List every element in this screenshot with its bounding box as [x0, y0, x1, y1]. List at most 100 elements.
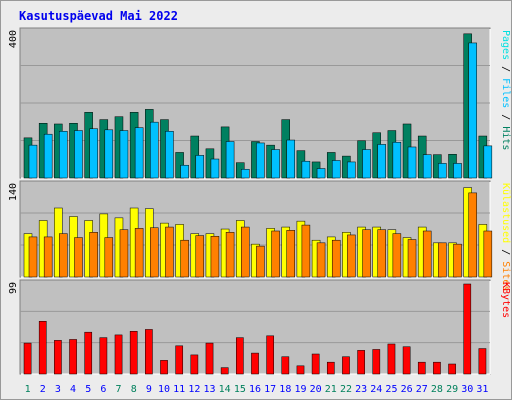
- bar-sites-day-2: [43, 236, 53, 278]
- x-tick-label-day-19: 19: [294, 384, 306, 395]
- bar-files-day-22: [347, 161, 356, 179]
- x-tick-label-day-22: 22: [340, 384, 352, 395]
- x-tick-label-day-11: 11: [173, 384, 185, 395]
- legend-mid-text: Külastused / Sites: [500, 183, 511, 291]
- x-tick-label-day-7: 7: [116, 384, 122, 395]
- bar-kbytes-day-5: [84, 331, 93, 375]
- bar-sites-day-1: [28, 236, 38, 278]
- bar-kbytes-day-29: [448, 363, 456, 375]
- bar-sites-day-12: [195, 235, 205, 278]
- panel-3: 99: [8, 279, 491, 375]
- bar-sites-day-23: [362, 229, 371, 278]
- bar-kbytes-day-1: [23, 342, 32, 375]
- bar-files-day-26: [407, 146, 417, 179]
- bar-kbytes-day-17: [266, 335, 274, 375]
- bar-sites-day-20: [316, 242, 326, 278]
- bar-sites-day-13: [210, 236, 220, 278]
- bar-kbytes-day-21: [326, 361, 335, 375]
- x-tick-label-day-8: 8: [131, 384, 137, 395]
- bar-files-day-7: [119, 130, 129, 179]
- bar-sites-day-18: [286, 230, 295, 278]
- x-tick-label-day-27: 27: [416, 384, 428, 395]
- bar-kbytes-day-16: [251, 352, 259, 375]
- bar-sites-day-24: [377, 229, 386, 278]
- bar-kbytes-day-19: [296, 365, 305, 375]
- panel-1: 400: [8, 27, 493, 179]
- x-tick-label-day-17: 17: [264, 384, 276, 395]
- bar-sites-day-16: [256, 245, 265, 278]
- x-tick-label-day-9: 9: [146, 384, 152, 395]
- bar-files-day-5: [89, 128, 98, 179]
- bar-files-day-3: [59, 131, 68, 179]
- bar-sites-day-3: [59, 233, 68, 278]
- bar-files-day-13: [210, 158, 220, 179]
- bar-kbytes-day-31: [478, 348, 487, 375]
- bar-sites-day-8: [134, 228, 144, 278]
- bar-files-day-31: [483, 145, 493, 179]
- x-tick-label-day-16: 16: [249, 384, 261, 395]
- legend-bottom-text: KBytes: [500, 282, 511, 318]
- bar-kbytes-day-9: [145, 329, 153, 375]
- bar-files-day-23: [362, 149, 371, 179]
- bar-sites-day-5: [89, 232, 98, 278]
- bar-sites-day-10: [165, 226, 174, 278]
- x-tick-label-day-2: 2: [40, 384, 46, 395]
- x-tick-label-day-3: 3: [55, 384, 61, 395]
- x-tick-label-day-1: 1: [25, 384, 31, 395]
- bar-kbytes-day-2: [38, 321, 47, 375]
- x-tick-label-day-29: 29: [446, 384, 458, 395]
- bar-kbytes-day-28: [433, 361, 441, 375]
- legend-bottom-item-0: KBytes: [500, 282, 511, 318]
- bar-files-day-10: [165, 131, 174, 179]
- bar-files-day-28: [438, 163, 447, 179]
- x-tick-label-day-18: 18: [279, 384, 291, 395]
- bar-kbytes-day-10: [160, 360, 168, 375]
- x-tick-label-day-26: 26: [401, 384, 413, 395]
- legend-top-item-0: Pages: [500, 30, 511, 60]
- bar-kbytes-day-26: [402, 346, 411, 375]
- legend-mid-separator: /: [500, 243, 511, 261]
- bar-files-day-6: [104, 129, 114, 179]
- legend-mid: Külastused / Sites: [500, 183, 511, 291]
- bar-kbytes-day-4: [69, 339, 77, 375]
- bar-sites-day-29: [453, 243, 462, 278]
- bar-files-day-20: [316, 168, 326, 179]
- bar-files-day-30: [468, 42, 477, 179]
- bar-files-day-9: [150, 121, 159, 179]
- bar-sites-day-7: [119, 229, 129, 278]
- panel-2: 140: [8, 180, 493, 278]
- bar-files-day-2: [43, 133, 53, 179]
- bar-kbytes-day-20: [311, 353, 320, 375]
- legend-top-separator: /: [500, 60, 511, 78]
- bar-files-day-24: [377, 144, 386, 179]
- bar-kbytes-day-25: [387, 343, 396, 375]
- bar-files-day-25: [392, 141, 402, 179]
- bar-sites-day-6: [104, 237, 114, 278]
- x-tick-label-day-30: 30: [461, 384, 473, 395]
- x-tick-label-day-24: 24: [370, 384, 382, 395]
- x-tick-label-day-5: 5: [85, 384, 91, 395]
- bar-files-day-14: [225, 141, 235, 179]
- bar-sites-day-17: [271, 230, 280, 278]
- bar-sites-day-31: [483, 230, 493, 278]
- bar-files-day-12: [195, 155, 205, 179]
- bar-kbytes-day-12: [190, 354, 199, 375]
- legend-mid-item-1: Sites: [500, 261, 511, 291]
- bar-kbytes-day-30: [463, 283, 472, 375]
- x-tick-label-day-6: 6: [100, 384, 106, 395]
- bar-files-day-4: [74, 130, 83, 179]
- bar-sites-day-15: [241, 226, 250, 278]
- legend-top-separator: /: [500, 108, 511, 126]
- bar-files-day-18: [286, 139, 295, 179]
- bar-kbytes-day-23: [357, 350, 365, 375]
- y-tick-label: 140: [8, 183, 19, 201]
- bar-sites-day-27: [422, 230, 432, 278]
- bar-sites-day-11: [180, 239, 189, 278]
- bar-kbytes-day-11: [175, 345, 184, 375]
- bar-sites-day-21: [331, 239, 341, 278]
- bar-kbytes-day-24: [372, 349, 381, 375]
- bar-files-day-19: [301, 160, 311, 179]
- legend-bottom: KBytes: [500, 282, 511, 318]
- x-tick-label-day-31: 31: [476, 384, 488, 395]
- bar-kbytes-day-13: [205, 342, 214, 375]
